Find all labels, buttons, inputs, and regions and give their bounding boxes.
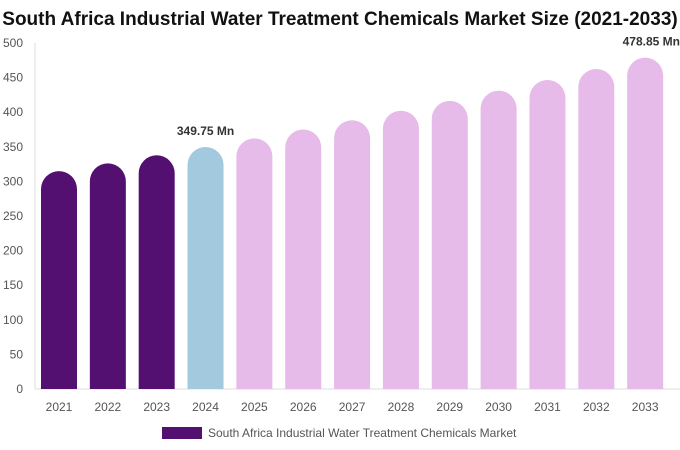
x-tick-label: 2030 (485, 400, 512, 414)
legend-label: South Africa Industrial Water Treatment … (208, 426, 517, 440)
y-tick-label: 200 (3, 244, 23, 258)
y-tick-label: 250 (3, 209, 23, 223)
y-tick-label: 350 (3, 140, 23, 154)
y-tick-label: 450 (3, 71, 23, 85)
x-tick-label: 2032 (583, 400, 610, 414)
bar-2026 (285, 129, 322, 389)
x-tick-label: 2024 (192, 400, 219, 414)
x-tick-label: 2031 (534, 400, 561, 414)
legend-swatch (162, 427, 202, 439)
bar-2031 (529, 80, 566, 389)
bar-2021 (41, 171, 77, 389)
bar-2028 (382, 110, 419, 389)
y-tick-label: 100 (3, 313, 23, 327)
data-label: 349.75 Mn (177, 124, 234, 138)
chart-title: South Africa Industrial Water Treatment … (2, 9, 678, 30)
x-tick-label: 2026 (290, 400, 317, 414)
x-tick-label: 2023 (143, 400, 170, 414)
y-tick-label: 400 (3, 105, 23, 119)
x-tick-label: 2027 (339, 400, 366, 414)
x-tick-label: 2028 (388, 400, 415, 414)
bar-2023 (138, 155, 175, 389)
bar-2032 (578, 69, 615, 390)
x-tick-label: 2025 (241, 400, 268, 414)
x-tick-label: 2033 (632, 400, 659, 414)
data-label: 478.85 Mn (623, 35, 680, 49)
x-tick-label: 2021 (46, 400, 73, 414)
bar-2033 (627, 57, 664, 389)
bar-2030 (480, 90, 517, 389)
legend: South Africa Industrial Water Treatment … (162, 426, 516, 440)
y-tick-label: 50 (10, 347, 24, 361)
x-tick-label: 2029 (436, 400, 463, 414)
y-tick-label: 0 (16, 382, 23, 396)
y-tick-label: 500 (3, 36, 23, 50)
x-tick-label: 2022 (94, 400, 121, 414)
bar-2025 (236, 138, 273, 389)
bar-2022 (89, 163, 126, 389)
bar-2024 (187, 146, 224, 389)
y-tick-label: 300 (3, 174, 23, 188)
bar-2029 (431, 100, 468, 389)
bar-2027 (334, 120, 371, 390)
y-tick-label: 150 (3, 278, 23, 292)
